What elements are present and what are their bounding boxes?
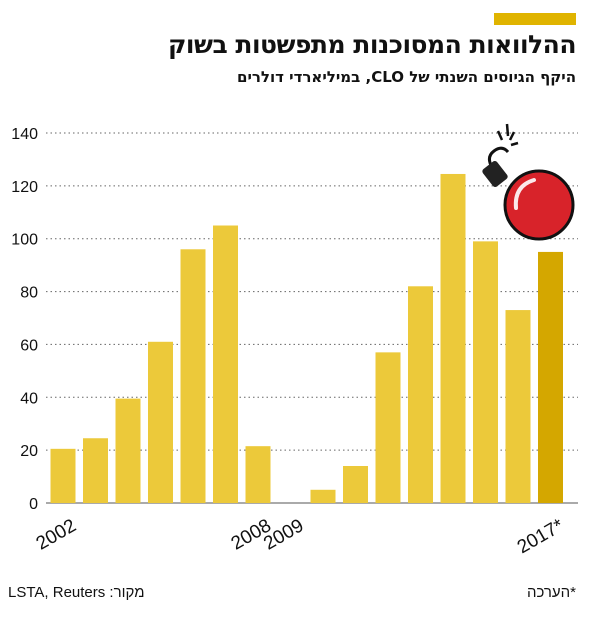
y-tick-label: 140 <box>11 126 38 143</box>
bar-2016 <box>505 310 531 503</box>
bar-2007 <box>213 225 238 503</box>
x-tick-label: 2017* <box>514 515 568 558</box>
estimate-note: *הערכה <box>526 584 576 601</box>
accent-bar <box>494 13 576 25</box>
bar-2002 <box>50 448 76 503</box>
bar-2006 <box>180 249 206 503</box>
bar-2015 <box>473 241 498 503</box>
y-tick-label: 100 <box>11 232 38 249</box>
bars <box>50 173 563 503</box>
y-tick-label: 80 <box>20 285 38 302</box>
bar-2017 <box>538 251 563 503</box>
y-tick-label: 40 <box>20 390 38 407</box>
bar-2013 <box>408 286 433 503</box>
bomb-icon <box>482 123 575 241</box>
bar-2010 <box>310 489 336 503</box>
y-tick-label: 20 <box>20 443 38 460</box>
bar-2011 <box>343 466 368 503</box>
y-tick-label: 0 <box>29 496 38 513</box>
bar-2005 <box>148 341 173 503</box>
x-tick-label: 2002 <box>33 515 80 554</box>
bar-2012 <box>375 352 401 503</box>
y-tick-label: 60 <box>20 337 38 354</box>
bar-2003 <box>83 438 108 503</box>
source-note: מקור: LSTA, Reuters <box>8 584 145 601</box>
y-axis-ticks: 0 20 40 60 80 100 120 140 <box>11 126 38 513</box>
bar-2004 <box>115 398 141 503</box>
y-tick-label: 120 <box>11 179 38 196</box>
bar-2014 <box>440 173 466 503</box>
chart-title: ההלוואות המסוכנות מתפשטות בשוק <box>168 30 577 59</box>
chart-subtitle: היקף הגיוסים השנתי של CLO, במיליארדי דול… <box>237 68 576 86</box>
bar-2008 <box>245 446 271 503</box>
